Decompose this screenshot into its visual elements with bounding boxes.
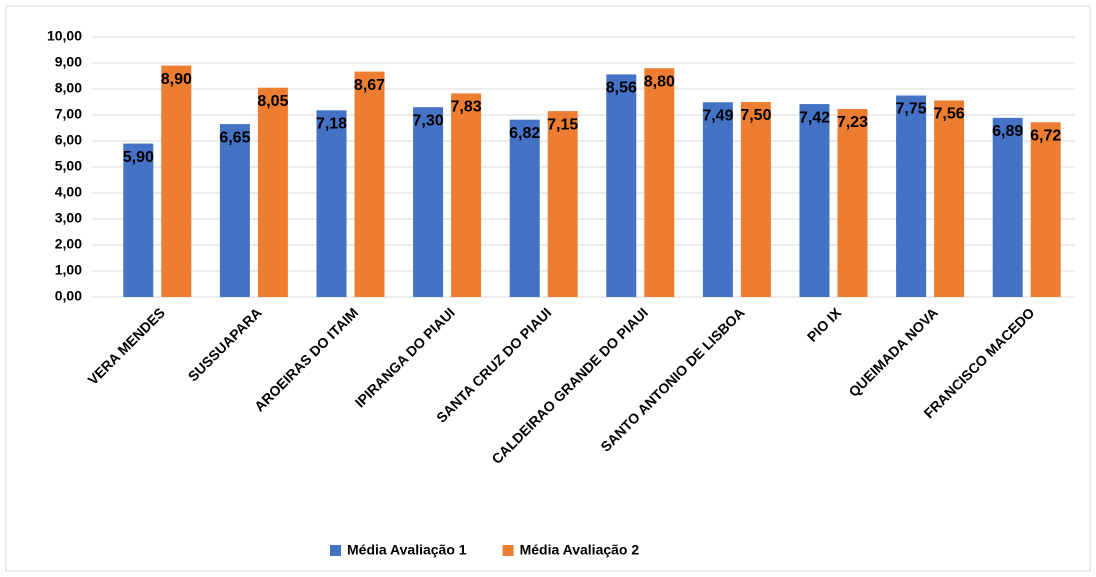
legend-swatch <box>502 545 514 556</box>
y-tick-label: 10,00 <box>47 28 82 44</box>
y-tick-label: 8,00 <box>55 80 82 96</box>
data-label: 6,72 <box>1030 127 1061 144</box>
bar <box>1030 122 1061 297</box>
y-tick-label: 1,00 <box>55 262 82 278</box>
data-label: 7,42 <box>799 109 830 126</box>
y-tick-label: 0,00 <box>55 288 82 304</box>
bar <box>740 102 771 297</box>
data-label: 6,82 <box>509 125 540 142</box>
bar <box>219 124 250 297</box>
y-tick-label: 7,00 <box>55 106 82 122</box>
bar <box>992 117 1023 297</box>
bar <box>547 111 578 297</box>
data-label: 6,89 <box>992 123 1023 140</box>
y-tick-label: 2,00 <box>55 236 82 252</box>
data-label: 7,49 <box>702 107 733 124</box>
bar <box>606 74 637 297</box>
data-label: 8,90 <box>161 71 192 88</box>
bar <box>799 104 830 297</box>
data-label: 8,67 <box>354 77 385 94</box>
y-tick-label: 3,00 <box>55 210 82 226</box>
bar <box>644 68 675 297</box>
data-label: 8,05 <box>257 93 288 110</box>
legend-label: Média Avaliação 1 <box>347 542 467 558</box>
data-label: 8,80 <box>644 73 675 90</box>
bar <box>837 109 868 298</box>
data-label: 8,56 <box>606 80 637 97</box>
bar <box>413 107 444 297</box>
data-label: 7,23 <box>837 114 868 131</box>
bar <box>354 71 385 297</box>
y-tick-label: 5,00 <box>55 158 82 174</box>
data-label: 7,50 <box>740 107 771 124</box>
bar <box>161 65 192 297</box>
data-label: 7,15 <box>547 116 578 133</box>
data-label: 7,83 <box>451 99 482 116</box>
bar <box>123 143 154 297</box>
bar <box>702 102 733 297</box>
bar <box>934 100 965 297</box>
data-label: 7,18 <box>316 116 347 133</box>
bar <box>896 95 927 297</box>
y-tick-label: 9,00 <box>55 54 82 70</box>
data-label: 7,56 <box>934 106 965 123</box>
data-label: 7,75 <box>896 101 927 118</box>
y-tick-label: 4,00 <box>55 184 82 200</box>
bar <box>451 93 482 297</box>
bar <box>257 87 288 297</box>
y-tick-label: 6,00 <box>55 132 82 148</box>
data-label: 6,65 <box>219 129 250 146</box>
bar <box>316 110 347 297</box>
data-label: 7,30 <box>413 112 444 129</box>
legend-swatch <box>330 545 341 556</box>
bar <box>509 119 540 298</box>
legend-label: Média Avaliação 2 <box>520 542 640 558</box>
data-label: 5,90 <box>123 149 154 166</box>
